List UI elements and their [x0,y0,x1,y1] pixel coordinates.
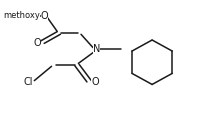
Text: N: N [93,44,100,54]
Text: O: O [34,38,41,48]
Text: O: O [91,77,99,87]
Text: methoxy: methoxy [3,11,40,20]
Text: O: O [41,11,48,21]
Text: Cl: Cl [24,77,33,87]
